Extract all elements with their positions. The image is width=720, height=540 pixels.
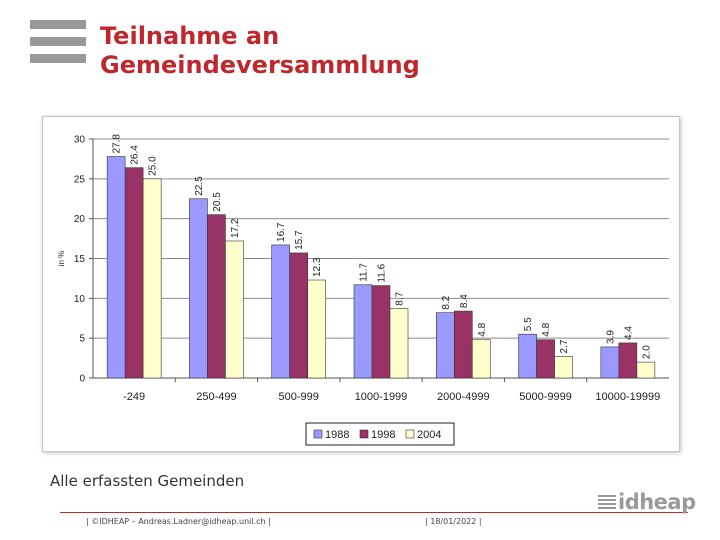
legend-label-1998: 1998 [371,429,395,441]
bar-2004-1000-1999 [389,308,409,379]
data-label: 4.8 [541,322,552,336]
legend-swatch-1988 [313,429,323,439]
bar-1998-2000-4999 [453,310,473,379]
y-tick-label: 0 [79,374,85,385]
bar-1998-500-999 [289,252,309,379]
data-label: 22.5 [194,176,205,196]
data-label: 2.7 [559,339,570,353]
bar-chart: 0 5 10 15 20 25 30 in % 27.8 26.4 25.0 -249 22.5 20.5… [57,134,669,446]
x-tick-label: -249 [123,391,145,403]
x-tick-label: 500-999 [279,391,319,403]
x-tick-label: 10000-19999 [595,391,660,403]
y-tick-label: 25 [74,174,86,185]
data-label: 27.8 [112,134,123,154]
y-tick-label: 30 [74,135,86,146]
x-tick-label: 2000-4999 [437,391,490,403]
bar-1988-2000-4999 [435,312,455,379]
data-label: 4.8 [477,322,488,336]
idheap-logo: idheap [598,490,696,514]
bar-1998-1000-1999 [371,285,391,379]
bar-1998--249 [124,167,144,379]
data-label: 8.2 [441,295,452,309]
data-label: 2.0 [641,345,652,359]
chart-caption: Alle erfassten Gemeinden [50,472,245,490]
bar-1988--249 [106,156,126,379]
data-label: 20.5 [212,192,223,212]
data-label: 26.4 [130,145,141,165]
data-label: 17.2 [230,218,241,238]
bar-1988-500-999 [271,244,291,379]
data-label: 11.7 [359,263,370,282]
legend-label-2004: 2004 [417,429,441,441]
brand-lines-icon [598,493,616,511]
legend-swatch-1998 [359,429,369,439]
bar-1998-250-499 [207,214,226,379]
data-label: 4.4 [623,326,634,340]
footer-date: | 18/01/2022 | [425,517,482,526]
y-tick-label: 15 [74,254,86,265]
menu-logo-icon [30,20,86,71]
page-title: Teilnahme an Gemeindeversammlung [100,22,420,80]
x-tick-label: 5000-9999 [519,391,572,403]
data-label: 11.6 [377,263,388,282]
data-label: 5.5 [523,317,534,331]
data-label: 15.7 [294,230,305,250]
data-label: 8.4 [459,294,470,308]
data-label: 12.3 [312,257,323,277]
bar-1998-5000-9999 [536,339,555,379]
bar-1988-1000-1999 [353,284,373,379]
bar-2004-500-999 [307,279,327,379]
bar-2004--249 [142,178,162,379]
chart-container: 0 5 10 15 20 25 30 in % 27.8 26.4 25.0 -249 22.5 20.5… [42,116,680,452]
legend-swatch-2004 [405,429,415,439]
bar-2004-5000-9999 [554,356,573,379]
x-tick-label: 1000-1999 [355,391,408,403]
page-title-line-2: Gemeindeversammlung [100,51,420,79]
y-tick-label: 10 [74,294,86,305]
page-title-line-1: Teilnahme an [100,22,280,50]
bar-1988-250-499 [189,198,208,379]
footer-copyright: | ©IDHEAP – Andreas.Ladner@idheap.unil.c… [86,517,271,526]
bar-1998-10000-19999 [618,342,638,379]
bar-2004-10000-19999 [636,361,656,379]
data-label: 8.7 [395,291,406,305]
x-tick-label: 250-499 [196,391,236,403]
bar-1988-10000-19999 [600,346,620,379]
brand-wordmark: idheap [618,490,696,514]
legend-label-1988: 1988 [325,429,349,441]
footer-divider [60,512,688,513]
data-label: 16.7 [276,222,287,242]
bar-2004-2000-4999 [471,339,491,379]
bar-2004-250-499 [225,240,244,379]
data-label: 3.9 [605,330,616,344]
data-label: 25.0 [148,156,159,176]
legend [305,422,455,446]
y-tick-label: 20 [74,214,86,225]
y-axis-label: in % [57,251,66,267]
bar-1988-5000-9999 [518,333,537,379]
y-tick-label: 5 [79,334,85,345]
